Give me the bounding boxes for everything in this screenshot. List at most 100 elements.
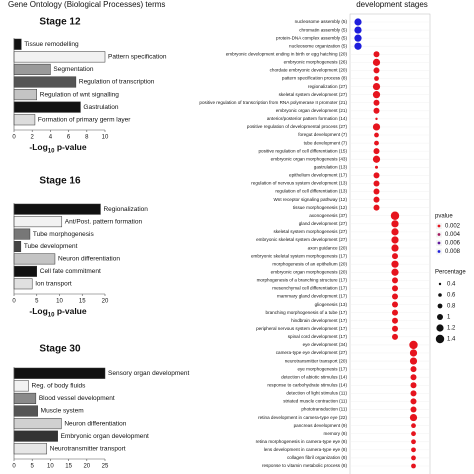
bar-label: Pattern specification <box>108 54 167 61</box>
bar <box>13 203 101 215</box>
legend-label: 0.002 <box>445 224 461 230</box>
bar-label: Regulation of transcription <box>79 79 155 86</box>
term-label: peripheral nervous system development (1… <box>256 326 347 331</box>
term-label: positive regulation of transcription fro… <box>199 100 347 105</box>
term-label: mammary gland development (17) <box>277 294 347 299</box>
bar-label: Formation of primary germ layer <box>38 116 131 123</box>
term-label: tissue morphogenesis (12) <box>293 205 348 210</box>
term-label: mesenchymal cell differentiation (17) <box>272 286 347 291</box>
x-tick-label: 2 <box>31 135 35 141</box>
term-label: retina morphogenesis in camera-type eye … <box>256 439 348 444</box>
bar <box>13 51 106 63</box>
term-label: embryonic skeletal system morphogenesis … <box>251 253 347 258</box>
x-tick-label: 10 <box>102 135 109 141</box>
bar-label: Neurotransmitter transport <box>50 445 126 452</box>
x-label-sub: 10 <box>48 312 55 318</box>
dot <box>410 398 417 405</box>
term-label: positive regulation of cell differentiat… <box>258 148 347 153</box>
legend-title: Percentage <box>435 270 466 276</box>
dot <box>373 204 380 211</box>
term-label: gastrulation (13) <box>314 165 348 170</box>
dot <box>391 236 399 244</box>
dot <box>373 172 380 179</box>
dot <box>392 301 398 308</box>
term-label: regulation of cell differentiation (13) <box>275 189 347 194</box>
legend-label: 0.6 <box>447 293 456 299</box>
dot <box>373 196 380 203</box>
term-label: embryonic development ending in birth or… <box>226 52 348 57</box>
term-label: chordate embryonic development (20) <box>270 68 348 73</box>
dot <box>374 132 379 138</box>
panel-title: Stage 16 <box>39 176 81 187</box>
dot <box>374 140 379 146</box>
x-tick-label: 25 <box>102 464 109 470</box>
term-label: embryonic morphogenesis (26) <box>284 60 348 65</box>
bar-label: Neuron differentiation <box>58 256 120 263</box>
term-label: morphogenesis of a branching structure (… <box>257 278 348 283</box>
dot <box>410 374 417 381</box>
bar-label: Tube morphogenesis <box>33 231 95 238</box>
legend-size <box>437 303 443 309</box>
dot <box>354 18 362 26</box>
dot <box>411 463 416 469</box>
dot <box>409 357 418 365</box>
x-tick-label: 4 <box>49 135 53 141</box>
bar <box>13 114 36 126</box>
dot <box>391 220 399 228</box>
legend-dot <box>437 241 441 245</box>
term-label: response to carbohydrate stimulus (14) <box>267 382 347 387</box>
dot <box>391 228 399 236</box>
x-tick-label: 0 <box>12 464 16 470</box>
x-tick-label: 15 <box>79 299 86 305</box>
dot <box>410 390 417 397</box>
dot <box>372 91 381 99</box>
x-tick-label: 5 <box>31 464 35 470</box>
dot <box>372 155 381 163</box>
term-label: phototransduction (11) <box>301 407 347 412</box>
term-label: nucleosome assembly (5) <box>295 19 348 24</box>
bar <box>13 253 56 265</box>
legend-label: 0.004 <box>445 232 461 238</box>
term-label: Wnt receptor signaling pathway (12) <box>273 197 347 202</box>
term-label: pattern specification process (8) <box>282 76 348 81</box>
bar-label: Ion transport <box>35 281 72 288</box>
term-label: tube development (7) <box>304 140 348 145</box>
term-label: regulation of nervous system development… <box>251 181 347 186</box>
x-label-sub: 10 <box>48 148 55 154</box>
bar-label: Blood vessel development <box>39 395 115 402</box>
dot <box>354 34 362 42</box>
legend-label: 1.2 <box>447 326 456 332</box>
x-label-part: p-value <box>54 306 86 316</box>
bar-label: Muscle system <box>41 408 84 415</box>
dot <box>411 439 416 445</box>
dot <box>373 148 380 155</box>
x-tick-label: 8 <box>85 135 89 141</box>
dot <box>372 58 381 66</box>
bar-label: Segmentation <box>53 66 93 73</box>
term-label: eye morphogenesis (17) <box>297 366 347 371</box>
dot <box>411 447 416 453</box>
dot <box>410 406 417 413</box>
bar-label: Cell fate commitment <box>40 268 101 275</box>
bar <box>13 367 106 379</box>
term-label: memory (8) <box>324 431 348 436</box>
dot <box>411 455 416 461</box>
dot <box>372 82 381 91</box>
term-label: axonogenesis (37) <box>309 213 347 218</box>
bar <box>13 38 22 50</box>
term-label: embryonic organ morphogenesis (43) <box>271 156 348 161</box>
bar-label: Ant/Post. pattern formation <box>65 218 143 225</box>
dot <box>392 253 398 260</box>
bar <box>13 430 58 442</box>
term-label: anterior/posterior pattern formation (14… <box>267 116 348 121</box>
figure-title: Gene Ontology (Biological Processes) ter… <box>8 0 165 9</box>
bar <box>13 89 37 101</box>
term-label: gland development (27) <box>299 221 348 226</box>
x-tick-label: 20 <box>102 299 109 305</box>
legend-label: 0.006 <box>445 241 461 247</box>
term-label: striated muscle contraction (11) <box>283 399 347 404</box>
bar <box>13 241 22 252</box>
bar-label: Gastrulation <box>83 104 118 111</box>
legend-title: pvalue <box>435 214 453 220</box>
